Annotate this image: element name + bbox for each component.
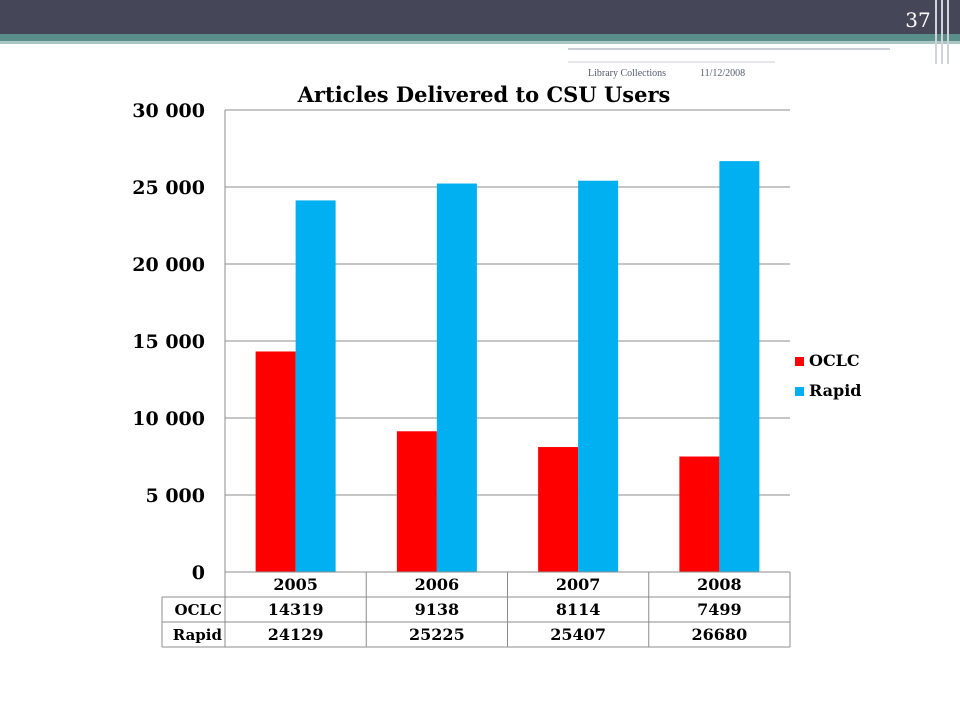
data-table-value: 25225	[409, 625, 465, 644]
x-tick-label: 2005	[273, 575, 318, 594]
header-accent-stripe-light	[0, 41, 960, 44]
data-table-value: 8114	[556, 600, 601, 619]
chart-title: Articles Delivered to CSU Users	[297, 82, 671, 107]
y-tick-label: 0	[192, 562, 205, 584]
footer-title: Library Collections	[588, 68, 667, 79]
y-tick-label: 25 000	[132, 177, 205, 199]
bar-oclc-2005	[255, 351, 296, 572]
legend-label-rapid: Rapid	[809, 381, 861, 400]
slide-number-box	[894, 0, 932, 34]
bar-oclc-2008	[679, 456, 720, 572]
data-table-value: 24129	[268, 625, 324, 644]
x-tick-label: 2008	[697, 575, 742, 594]
x-tick-label: 2007	[556, 575, 601, 594]
footer-date: 11/12/2008	[700, 68, 746, 79]
x-tick-label: 2006	[415, 575, 460, 594]
y-tick-label: 10 000	[132, 408, 205, 430]
bar-oclc-2007	[538, 447, 579, 572]
header-bar	[0, 0, 960, 34]
bar-rapid-2006	[436, 183, 477, 572]
header-accent-stripe	[0, 34, 960, 41]
data-table-value: 9138	[415, 600, 460, 619]
bar-oclc-2006	[396, 431, 437, 572]
bar-rapid-2005	[295, 200, 336, 573]
slide-number: 37	[905, 8, 931, 32]
data-table-value: 25407	[550, 625, 606, 644]
legend-swatch-oclc	[795, 357, 804, 366]
y-tick-label: 20 000	[132, 254, 205, 276]
data-table-value: 14319	[268, 600, 324, 619]
legend-label-oclc: OCLC	[809, 351, 860, 370]
legend-swatch-rapid	[795, 387, 804, 396]
table-row-label: Rapid	[173, 626, 223, 644]
y-tick-label: 5 000	[146, 485, 206, 507]
y-tick-label: 30 000	[132, 100, 205, 122]
bar-rapid-2008	[719, 161, 760, 573]
table-row-label: OCLC	[175, 601, 223, 619]
data-table-value: 26680	[692, 625, 748, 644]
y-tick-label: 15 000	[132, 331, 205, 353]
bar-rapid-2007	[578, 180, 619, 573]
data-table-value: 7499	[697, 600, 742, 619]
